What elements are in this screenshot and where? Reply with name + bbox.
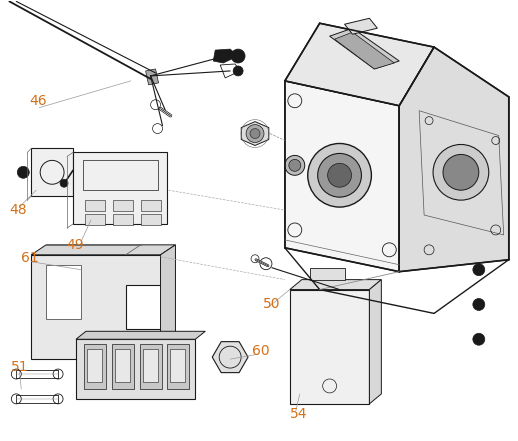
Circle shape xyxy=(285,155,305,175)
Text: 60: 60 xyxy=(252,344,270,358)
Polygon shape xyxy=(170,349,185,382)
Polygon shape xyxy=(73,153,167,224)
Circle shape xyxy=(60,179,68,187)
Polygon shape xyxy=(76,339,195,399)
Polygon shape xyxy=(241,122,269,146)
Polygon shape xyxy=(212,342,248,373)
Polygon shape xyxy=(31,149,73,196)
Text: 61: 61 xyxy=(21,251,39,265)
Polygon shape xyxy=(142,349,157,382)
Circle shape xyxy=(250,129,260,138)
Polygon shape xyxy=(112,344,134,389)
Circle shape xyxy=(473,299,485,310)
Polygon shape xyxy=(285,23,434,106)
Polygon shape xyxy=(31,255,161,359)
Circle shape xyxy=(327,163,352,187)
Polygon shape xyxy=(369,280,381,404)
Polygon shape xyxy=(113,200,133,211)
Polygon shape xyxy=(161,245,176,359)
Polygon shape xyxy=(140,344,162,389)
Polygon shape xyxy=(46,265,81,319)
Polygon shape xyxy=(399,47,509,272)
Circle shape xyxy=(233,66,243,76)
Text: 51: 51 xyxy=(11,360,29,374)
Circle shape xyxy=(473,333,485,345)
Circle shape xyxy=(318,153,362,197)
Polygon shape xyxy=(310,268,344,280)
Polygon shape xyxy=(85,214,105,225)
Circle shape xyxy=(17,166,29,178)
Polygon shape xyxy=(84,344,106,389)
Circle shape xyxy=(231,49,245,63)
Polygon shape xyxy=(115,349,130,382)
Polygon shape xyxy=(146,69,159,85)
Polygon shape xyxy=(329,28,399,69)
Text: 49: 49 xyxy=(66,238,84,252)
Text: 46: 46 xyxy=(29,94,47,108)
Circle shape xyxy=(308,143,371,207)
Polygon shape xyxy=(344,18,377,34)
Polygon shape xyxy=(290,290,369,404)
Polygon shape xyxy=(167,344,190,389)
Polygon shape xyxy=(290,280,381,290)
Polygon shape xyxy=(76,331,205,339)
Polygon shape xyxy=(213,49,238,63)
Text: 48: 48 xyxy=(9,203,27,217)
Circle shape xyxy=(433,145,489,200)
Circle shape xyxy=(473,264,485,276)
Text: 54: 54 xyxy=(290,407,307,421)
Circle shape xyxy=(289,159,301,171)
Polygon shape xyxy=(141,214,161,225)
Circle shape xyxy=(246,125,264,142)
Polygon shape xyxy=(87,349,102,382)
Polygon shape xyxy=(335,32,394,69)
Text: 50: 50 xyxy=(263,298,280,311)
Polygon shape xyxy=(285,81,399,272)
Polygon shape xyxy=(141,200,161,211)
Circle shape xyxy=(443,154,479,190)
Polygon shape xyxy=(31,245,176,255)
Polygon shape xyxy=(113,214,133,225)
Polygon shape xyxy=(85,200,105,211)
